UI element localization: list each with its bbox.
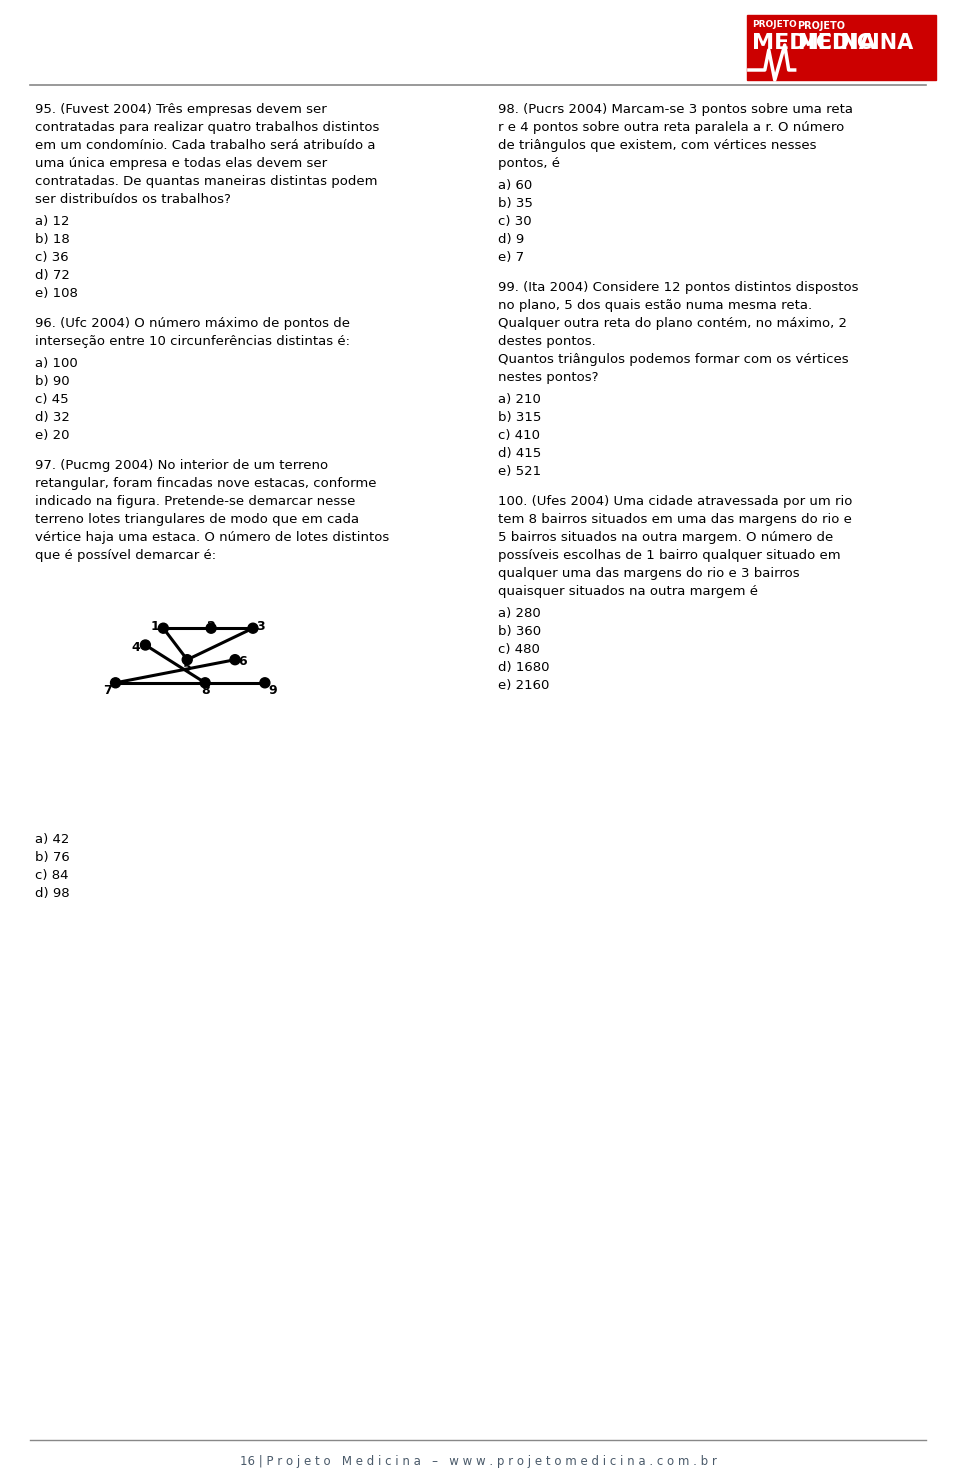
Text: e) 108: e) 108 — [35, 287, 78, 300]
Text: a) 12: a) 12 — [35, 215, 69, 228]
Text: b) 90: b) 90 — [35, 374, 69, 388]
Text: 5 bairros situados na outra margem. O número de: 5 bairros situados na outra margem. O nú… — [498, 531, 833, 545]
Text: de triângulos que existem, com vértices nesses: de triângulos que existem, com vértices … — [498, 139, 816, 152]
Text: MEDICINA: MEDICINA — [797, 33, 913, 53]
Text: Quantos triângulos podemos formar com os vértices: Quantos triângulos podemos formar com os… — [498, 354, 849, 366]
Text: contratadas. De quantas maneiras distintas podem: contratadas. De quantas maneiras distint… — [35, 175, 377, 188]
Text: vértice haja uma estaca. O número de lotes distintos: vértice haja uma estaca. O número de lot… — [35, 531, 389, 545]
Text: c) 84: c) 84 — [35, 869, 68, 882]
Text: indicado na figura. Pretende-se demarcar nesse: indicado na figura. Pretende-se demarcar… — [35, 494, 355, 508]
Text: ser distribuídos os trabalhos?: ser distribuídos os trabalhos? — [35, 192, 230, 206]
Text: d) 415: d) 415 — [498, 447, 541, 460]
Circle shape — [206, 623, 216, 633]
Circle shape — [201, 678, 210, 688]
Circle shape — [248, 623, 258, 633]
Text: a) 42: a) 42 — [35, 833, 69, 847]
Text: 3: 3 — [256, 620, 265, 633]
Text: d) 32: d) 32 — [35, 411, 70, 423]
Text: 100. (Ufes 2004) Uma cidade atravessada por um rio: 100. (Ufes 2004) Uma cidade atravessada … — [498, 494, 852, 508]
Text: terreno lotes triangulares de modo que em cada: terreno lotes triangulares de modo que e… — [35, 514, 359, 525]
Text: 97. (Pucmg 2004) No interior de um terreno: 97. (Pucmg 2004) No interior de um terre… — [35, 459, 328, 472]
Text: b) 360: b) 360 — [498, 625, 541, 638]
Text: a) 100: a) 100 — [35, 357, 78, 370]
Text: em um condomínio. Cada trabalho será atribuído a: em um condomínio. Cada trabalho será atr… — [35, 139, 375, 152]
Text: PROJETO: PROJETO — [752, 21, 797, 30]
Text: d) 1680: d) 1680 — [498, 662, 549, 673]
Text: 9: 9 — [269, 684, 277, 697]
Circle shape — [110, 678, 121, 688]
Text: 96. (Ufc 2004) O número máximo de pontos de: 96. (Ufc 2004) O número máximo de pontos… — [35, 317, 349, 330]
Text: a) 60: a) 60 — [498, 179, 532, 192]
Text: tem 8 bairros situados em uma das margens do rio e: tem 8 bairros situados em uma das margen… — [498, 514, 852, 525]
Text: 1: 1 — [151, 620, 159, 633]
Text: 5: 5 — [182, 662, 192, 675]
Text: b) 35: b) 35 — [498, 197, 533, 210]
Text: pontos, é: pontos, é — [498, 157, 560, 170]
Text: contratadas para realizar quatro trabalhos distintos: contratadas para realizar quatro trabalh… — [35, 121, 379, 135]
Text: 7: 7 — [103, 684, 112, 697]
Text: 8: 8 — [201, 684, 209, 697]
Text: e) 2160: e) 2160 — [498, 679, 549, 693]
Circle shape — [140, 639, 151, 650]
Text: 4: 4 — [132, 641, 140, 654]
Circle shape — [260, 678, 270, 688]
Bar — [747, 15, 936, 80]
Text: 99. (Ita 2004) Considere 12 pontos distintos dispostos: 99. (Ita 2004) Considere 12 pontos disti… — [498, 281, 858, 295]
Circle shape — [230, 654, 240, 665]
Text: d) 9: d) 9 — [498, 232, 524, 246]
Text: uma única empresa e todas elas devem ser: uma única empresa e todas elas devem ser — [35, 157, 327, 170]
Text: 6: 6 — [239, 656, 248, 667]
Text: interseção entre 10 circunferências distintas é:: interseção entre 10 circunferências dist… — [35, 334, 349, 348]
Text: qualquer uma das margens do rio e 3 bairros: qualquer uma das margens do rio e 3 bair… — [498, 567, 800, 580]
Text: b) 18: b) 18 — [35, 232, 70, 246]
Text: 98. (Pucrs 2004) Marcam-se 3 pontos sobre uma reta: 98. (Pucrs 2004) Marcam-se 3 pontos sobr… — [498, 104, 852, 115]
Text: que é possível demarcar é:: que é possível demarcar é: — [35, 549, 216, 562]
Text: c) 480: c) 480 — [498, 642, 540, 656]
Text: Qualquer outra reta do plano contém, no máximo, 2: Qualquer outra reta do plano contém, no … — [498, 317, 847, 330]
Text: PROJETO: PROJETO — [797, 21, 845, 31]
Circle shape — [182, 654, 192, 665]
Text: retangular, foram fincadas nove estacas, conforme: retangular, foram fincadas nove estacas,… — [35, 477, 376, 490]
Circle shape — [158, 623, 168, 633]
Text: c) 30: c) 30 — [498, 215, 532, 228]
Text: r e 4 pontos sobre outra reta paralela a r. O número: r e 4 pontos sobre outra reta paralela a… — [498, 121, 844, 135]
Text: destes pontos.: destes pontos. — [498, 334, 595, 348]
Text: a) 280: a) 280 — [498, 607, 540, 620]
Text: c) 410: c) 410 — [498, 429, 540, 443]
Text: 95. (Fuvest 2004) Três empresas devem ser: 95. (Fuvest 2004) Três empresas devem se… — [35, 104, 326, 115]
Text: a) 210: a) 210 — [498, 394, 540, 406]
Text: possíveis escolhas de 1 bairro qualquer situado em: possíveis escolhas de 1 bairro qualquer … — [498, 549, 841, 562]
Text: e) 521: e) 521 — [498, 465, 541, 478]
Text: b) 76: b) 76 — [35, 851, 70, 864]
Text: b) 315: b) 315 — [498, 411, 541, 423]
Text: d) 72: d) 72 — [35, 269, 70, 283]
Text: d) 98: d) 98 — [35, 887, 69, 900]
Text: 16 | P r o j e t o   M e d i c i n a   –   w w w . p r o j e t o m e d i c i n a: 16 | P r o j e t o M e d i c i n a – w w… — [240, 1455, 716, 1468]
Text: c) 36: c) 36 — [35, 252, 68, 263]
Text: e) 7: e) 7 — [498, 252, 524, 263]
Text: 2: 2 — [206, 620, 215, 633]
Text: nestes pontos?: nestes pontos? — [498, 371, 598, 383]
Text: no plano, 5 dos quais estão numa mesma reta.: no plano, 5 dos quais estão numa mesma r… — [498, 299, 812, 312]
Text: e) 20: e) 20 — [35, 429, 69, 443]
Text: MEDICINA: MEDICINA — [752, 33, 876, 53]
Text: quaisquer situados na outra margem é: quaisquer situados na outra margem é — [498, 585, 757, 598]
Text: c) 45: c) 45 — [35, 394, 68, 406]
